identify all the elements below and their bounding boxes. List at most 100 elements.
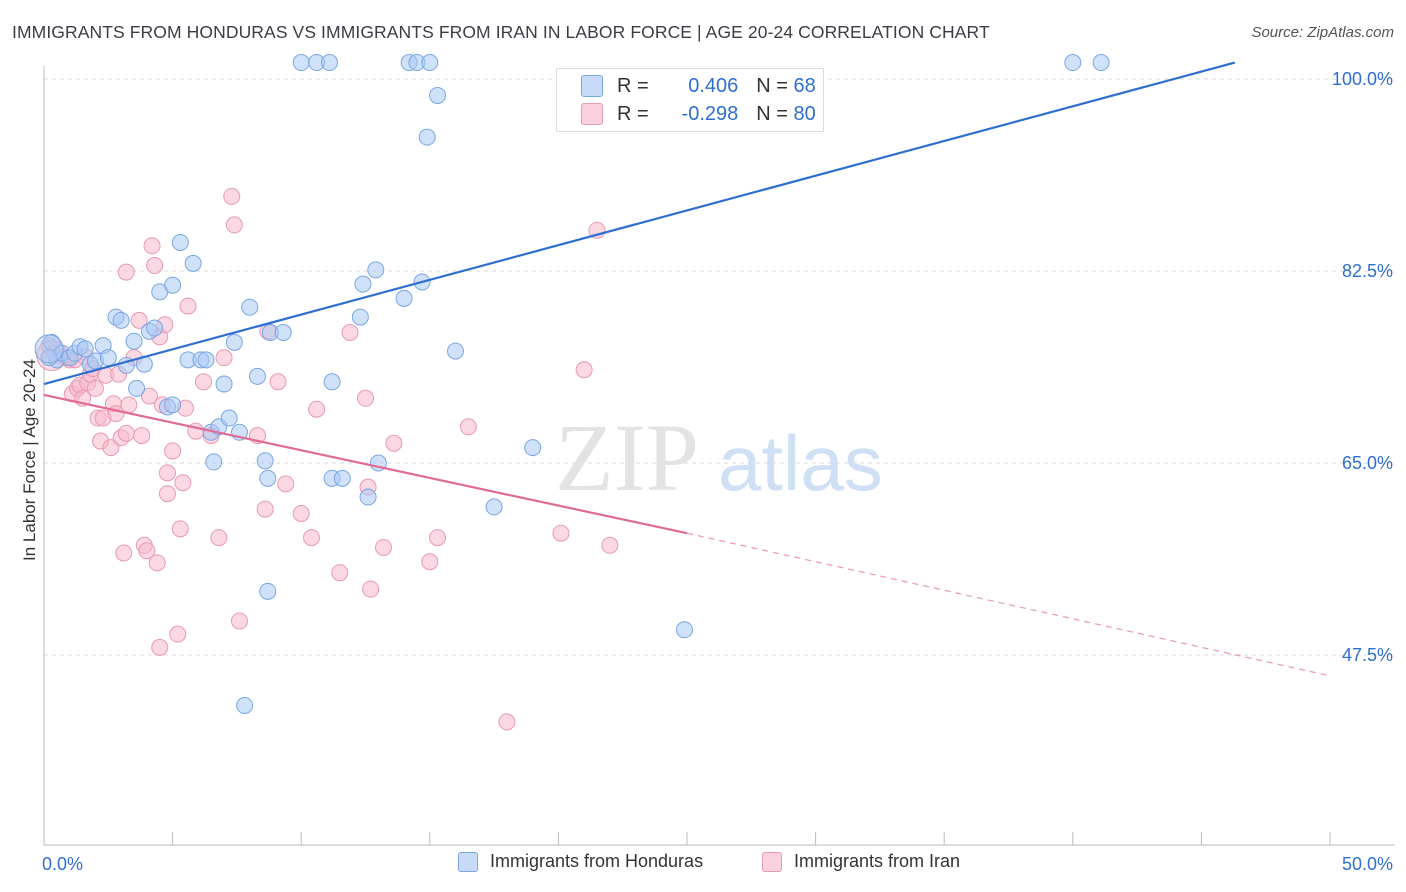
x-tick-label: 0.0% <box>42 854 83 874</box>
series-label-iran: Immigrants from Iran <box>794 851 961 871</box>
honduras-point <box>429 86 447 104</box>
series-swatch-iran <box>762 851 782 872</box>
y-tick-label: 47.5% <box>1342 645 1393 665</box>
iran-point <box>117 263 135 281</box>
honduras-point <box>354 275 372 293</box>
grid-lines <box>44 78 1395 656</box>
honduras-point <box>292 54 310 72</box>
trend-lines <box>43 61 1331 677</box>
correlation-legend: R = 0.406 N = 68 R = -0.298 N = 80 <box>556 68 824 132</box>
legend-r-value: -0.298 <box>681 102 739 125</box>
series-swatch-honduras <box>458 851 478 872</box>
iran-point <box>169 625 187 643</box>
watermark-zip: ZIP <box>555 404 699 511</box>
iran-point <box>498 713 516 731</box>
iran-point <box>269 373 287 391</box>
iran-point <box>102 439 120 457</box>
honduras-trend-line <box>43 61 1236 386</box>
honduras-point <box>128 379 146 397</box>
honduras-point <box>333 469 351 487</box>
iran-point <box>575 361 593 379</box>
honduras-point <box>236 696 254 714</box>
honduras-point <box>40 349 58 367</box>
iran-point <box>146 257 164 275</box>
watermark: ZIP atlas <box>555 404 883 511</box>
honduras-point <box>323 373 341 391</box>
legend-n-value: 68 <box>793 74 816 97</box>
iran-point <box>143 237 161 255</box>
honduras-point <box>1064 54 1082 72</box>
honduras-point <box>256 452 274 470</box>
iran-point <box>117 424 135 442</box>
tick-labels: 47.5% 65.0% 82.5% 100.0% 0.0% 50.0% <box>42 69 1393 874</box>
honduras-point <box>220 409 238 427</box>
legend-row-honduras: R = 0.406 N = 68 <box>581 72 816 100</box>
honduras-point <box>1092 54 1110 72</box>
honduras-point <box>184 254 202 272</box>
legend-swatch-honduras <box>581 75 603 97</box>
iran-point <box>174 474 192 492</box>
iran-point <box>164 442 182 460</box>
honduras-point <box>125 332 143 350</box>
iran-point <box>179 297 197 315</box>
legend-r-value: 0.406 <box>688 74 739 97</box>
y-tick-label: 100.0% <box>1332 69 1393 89</box>
iran-point <box>86 379 104 397</box>
iran-point <box>421 553 439 571</box>
iran-point <box>601 536 619 554</box>
iran-point <box>331 564 349 582</box>
iran-point <box>120 396 138 414</box>
iran-point <box>308 400 326 418</box>
y-tick-label: 82.5% <box>1342 261 1393 281</box>
honduras-point <box>320 54 338 72</box>
iran-point <box>140 387 158 405</box>
legend-n-label: N = <box>756 74 788 97</box>
honduras-point <box>225 333 243 351</box>
honduras-point <box>418 128 436 146</box>
y-axis-label: In Labor Force | Age 20-24 <box>20 359 39 561</box>
legend-n-value: 80 <box>793 102 816 125</box>
iran-point <box>215 349 233 367</box>
iran-point <box>133 427 151 445</box>
iran-trend-extension <box>686 532 1331 677</box>
honduras-point <box>359 488 377 506</box>
iran-point <box>223 187 241 205</box>
iran-point <box>429 529 447 547</box>
legend-row-iran: R = -0.298 N = 80 <box>581 100 816 128</box>
honduras-point <box>197 351 215 369</box>
iran-point <box>459 418 477 436</box>
iran-point <box>194 373 212 391</box>
honduras-point <box>99 349 117 367</box>
iran-point <box>230 612 248 630</box>
series-legend: Immigrants from Honduras Immigrants from… <box>0 851 1406 877</box>
honduras-point <box>248 367 266 385</box>
series-legend-honduras: Immigrants from Honduras <box>458 851 703 872</box>
legend-r-label: R = <box>617 74 649 97</box>
iran-point <box>115 544 133 562</box>
iran-trend-line <box>43 393 688 535</box>
iran-point <box>375 538 393 556</box>
honduras-point <box>524 439 542 457</box>
iran-point <box>292 504 310 522</box>
iran-point <box>385 434 403 452</box>
honduras-point <box>367 261 385 279</box>
honduras-point <box>34 334 64 364</box>
iran-point <box>302 529 320 547</box>
honduras-point <box>76 340 94 358</box>
honduras-point <box>675 621 693 639</box>
honduras-point <box>395 289 413 307</box>
honduras-point <box>421 54 439 72</box>
iran-series-points <box>36 187 619 731</box>
iran-point <box>130 311 148 329</box>
iran-point <box>148 554 166 572</box>
watermark-atlas: atlas <box>718 419 883 507</box>
iran-point <box>277 475 295 493</box>
iran-point <box>552 524 570 542</box>
legend-r-label: R = <box>617 102 649 125</box>
iran-point <box>158 485 176 503</box>
legend-swatch-iran <box>581 103 603 125</box>
honduras-point <box>215 375 233 393</box>
iran-point <box>158 464 176 482</box>
honduras-point <box>146 319 164 337</box>
iran-point <box>357 389 374 407</box>
